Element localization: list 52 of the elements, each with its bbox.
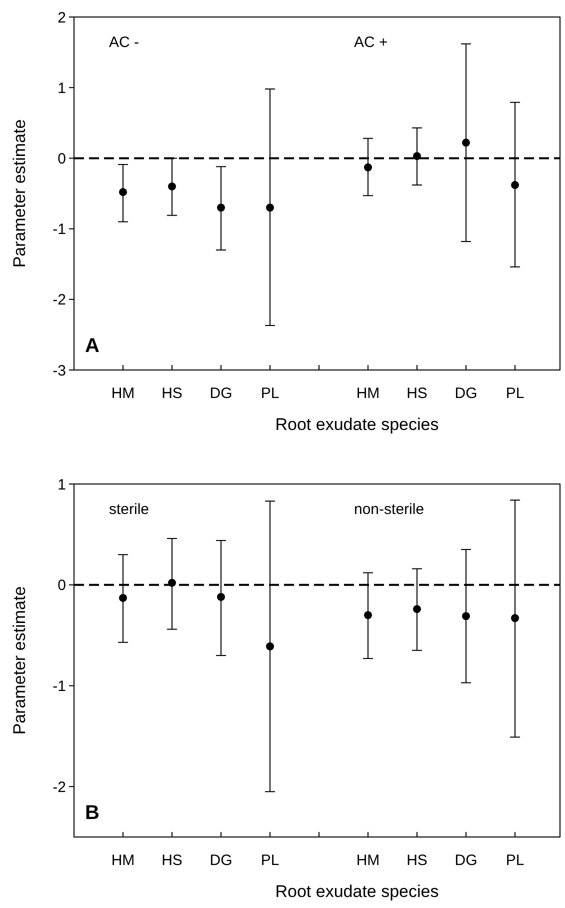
point [364,163,372,172]
y-tick-label: -2 [52,778,66,796]
x-tick-label: PL [260,852,280,869]
point [413,152,421,160]
annotation: non-sterile [354,501,424,518]
y-tick-label: -1 [52,221,66,238]
point [266,204,274,212]
x-tick-label: HM [356,385,380,402]
x-tick-label: DG [454,385,478,402]
x-tick-label: DG [210,385,232,402]
y-axis-title: Parameter estimate [10,119,29,268]
x-tick-label: PL [506,852,524,869]
point [364,611,372,620]
point [266,642,274,650]
x-tick-label: PL [260,385,280,402]
x-tick-label: HM [111,852,135,869]
y-tick-label: -2 [52,292,66,309]
x-tick-label: HM [356,852,380,869]
x-tick-label: HS [162,852,182,869]
point [217,592,225,601]
x-tick-label: HS [406,385,428,402]
point [168,578,176,587]
point [462,138,470,147]
y-tick-label: 2 [58,9,66,26]
point [511,181,519,190]
x-tick-label: PL [506,385,524,402]
y-tick-label: 0 [58,150,66,168]
text: B [85,802,100,824]
point [168,182,176,190]
point [511,614,519,622]
y-tick-label: -1 [52,678,66,695]
y-tick-label: 1 [58,80,66,97]
point [413,605,421,614]
point [119,188,127,196]
x-tick-label: HS [406,852,428,869]
x-tick-label: HM [111,385,135,402]
x-tick-label: HS [162,385,182,402]
x-axis-title: Root exudate species [275,415,439,434]
point [119,594,127,602]
x-axis-title: Root exudate species [275,882,439,901]
point [217,204,225,212]
text: A [85,335,100,357]
y-tick-label: 1 [58,476,66,494]
y-axis-title: Parameter estimate [10,586,29,735]
y-tick-label: -3 [52,362,66,380]
annotation: AC + [354,34,388,51]
point [462,612,470,620]
annotation: AC - [109,34,140,51]
x-tick-label: DG [454,852,478,869]
annotation: sterile [109,501,150,518]
x-tick-label: DG [210,852,232,869]
y-tick-label: 0 [58,577,66,594]
